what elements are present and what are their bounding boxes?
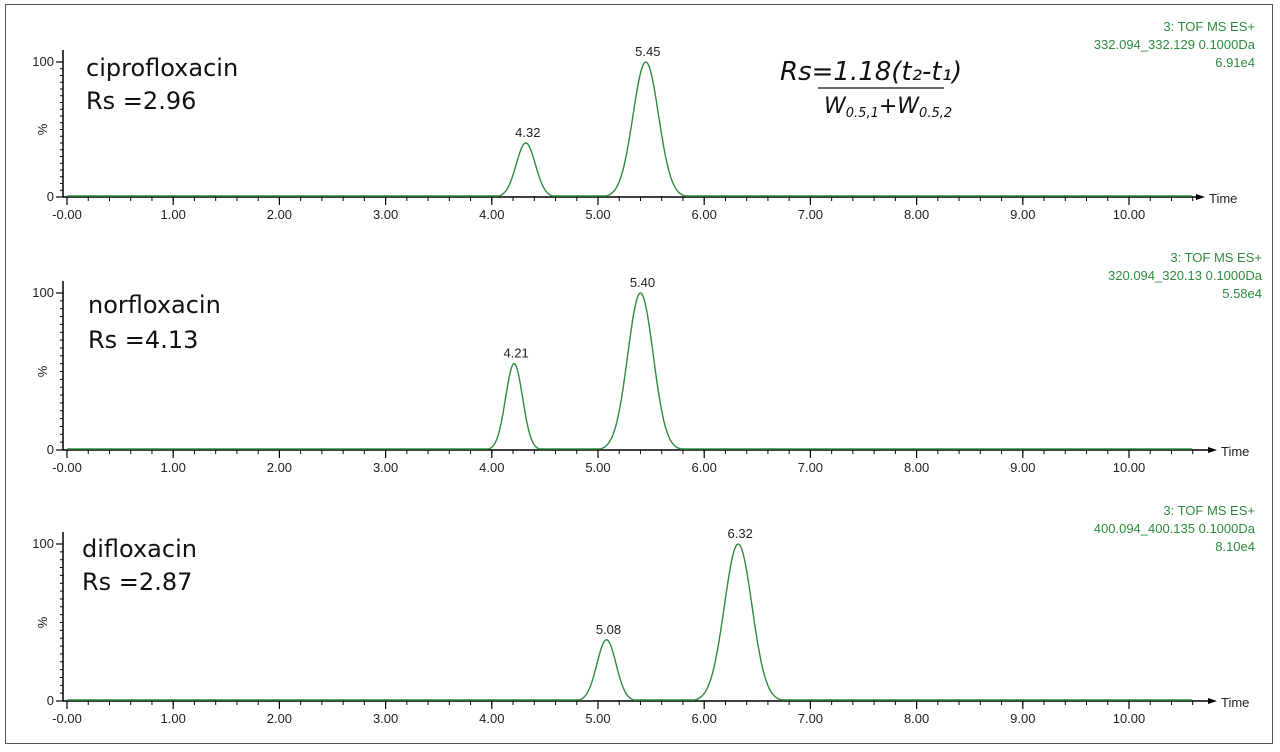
- y-tick-label-0: 0: [47, 693, 54, 708]
- x-tick-label: 5.00: [585, 207, 610, 222]
- chromatogram-panel-ciprofloxacin: 100 0% -0.00 1.00 2.00 3.00 4.00 5.00 6.00 7.00 8.…: [32, 19, 1255, 222]
- x-tick-label: 9.00: [1010, 460, 1035, 475]
- trace-info-line: 400.094_400.135 0.1000Da: [1094, 521, 1256, 536]
- x-tick-label: 5.00: [585, 711, 610, 726]
- chromatogram-trace: [67, 543, 1193, 701]
- trace-info-line: 3: TOF MS ES+: [1163, 19, 1255, 34]
- x-axis-arrow: [1208, 698, 1217, 704]
- x-tick-label: 6.00: [692, 711, 717, 726]
- peak-label: 5.08: [596, 622, 621, 637]
- x-tick-label: 6.00: [692, 207, 717, 222]
- formula-denominator: W0.5,1+W0.5,2: [824, 94, 952, 121]
- x-tick-label: 8.00: [904, 207, 929, 222]
- x-axis-label: Time: [1221, 444, 1249, 459]
- y-axis-label: %: [35, 123, 50, 135]
- x-tick-label: -0.00: [52, 711, 82, 726]
- x-axis-arrow: [1196, 194, 1205, 200]
- trace-info-line: 6.91e4: [1215, 55, 1255, 70]
- x-tick-label: 2.00: [267, 207, 292, 222]
- peak-label: 6.32: [728, 526, 753, 541]
- y-tick-label-0: 0: [47, 189, 54, 204]
- x-tick-label: 1.00: [161, 207, 186, 222]
- peak-label: 4.32: [515, 125, 540, 140]
- x-axis-arrow: [1208, 447, 1217, 453]
- trace-info-line: 8.10e4: [1215, 539, 1255, 554]
- x-tick-label: 3.00: [373, 460, 398, 475]
- x-tick-label: 7.00: [798, 711, 823, 726]
- figure-frame: [5, 4, 1273, 744]
- chromatogram-panel-norfloxacin: 100 0% -0.00 1.00 2.00 3.00 4.00 5.00 6.00 7.00 8.…: [32, 250, 1262, 475]
- compound-name: ciprofloxacin: [86, 54, 238, 82]
- x-tick-label: 10.00: [1113, 711, 1146, 726]
- x-tick-label: -0.00: [52, 460, 82, 475]
- x-tick-label: 5.00: [585, 460, 610, 475]
- trace-info-line: 3: TOF MS ES+: [1163, 503, 1255, 518]
- x-tick-label: 2.00: [267, 460, 292, 475]
- resolution-value: Rs =4.13: [88, 326, 198, 354]
- chromatogram-trace: [67, 292, 1193, 450]
- compound-name: norfloxacin: [88, 291, 221, 319]
- x-tick-label: 6.00: [692, 460, 717, 475]
- trace-info-line: 5.58e4: [1222, 286, 1262, 301]
- formula-numerator: Rs=1.18(t₂-t₁): [780, 57, 962, 87]
- trace-info-line: 3: TOF MS ES+: [1170, 250, 1262, 265]
- resolution-value: Rs =2.96: [86, 87, 196, 115]
- peak-label: 4.21: [503, 346, 528, 361]
- x-axis-label: Time: [1221, 695, 1249, 710]
- x-tick-label: 3.00: [373, 711, 398, 726]
- y-tick-label-100: 100: [32, 285, 54, 300]
- chromatogram-panel-difloxacin: 100 0% -0.00 1.00 2.00 3.00 4.00 5.00 6.00 7.00 8.…: [32, 503, 1255, 726]
- x-tick-label: 8.00: [904, 711, 929, 726]
- x-tick-label: 8.00: [904, 460, 929, 475]
- x-tick-label: 9.00: [1010, 711, 1035, 726]
- trace-info-line: 320.094_320.13 0.1000Da: [1108, 268, 1263, 283]
- x-tick-label: 1.00: [161, 711, 186, 726]
- y-axis-label: %: [35, 365, 50, 377]
- x-tick-label: 3.00: [373, 207, 398, 222]
- x-tick-label: 7.00: [798, 207, 823, 222]
- x-tick-label: 10.00: [1113, 207, 1146, 222]
- compound-name: difloxacin: [82, 535, 197, 563]
- resolution-value: Rs =2.87: [82, 568, 192, 596]
- trace-info-line: 332.094_332.129 0.1000Da: [1094, 37, 1256, 52]
- x-tick-label: 7.00: [798, 460, 823, 475]
- x-tick-label: 10.00: [1113, 460, 1146, 475]
- x-tick-label: 9.00: [1010, 207, 1035, 222]
- x-tick-label: 2.00: [267, 711, 292, 726]
- y-tick-label-0: 0: [47, 442, 54, 457]
- y-axis-label: %: [35, 616, 50, 628]
- x-tick-label: 4.00: [479, 711, 504, 726]
- resolution-formula: Rs=1.18(t₂-t₁) W0.5,1+W0.5,2: [780, 57, 962, 121]
- chromatogram-trace: [67, 61, 1193, 197]
- y-tick-label-100: 100: [32, 536, 54, 551]
- peak-label: 5.45: [635, 44, 660, 59]
- x-tick-label: 4.00: [479, 460, 504, 475]
- x-tick-label: 1.00: [161, 460, 186, 475]
- peak-label: 5.40: [630, 275, 655, 290]
- y-tick-label-100: 100: [32, 54, 54, 69]
- x-tick-label: -0.00: [52, 207, 82, 222]
- x-tick-label: 4.00: [479, 207, 504, 222]
- x-axis-label: Time: [1209, 191, 1237, 206]
